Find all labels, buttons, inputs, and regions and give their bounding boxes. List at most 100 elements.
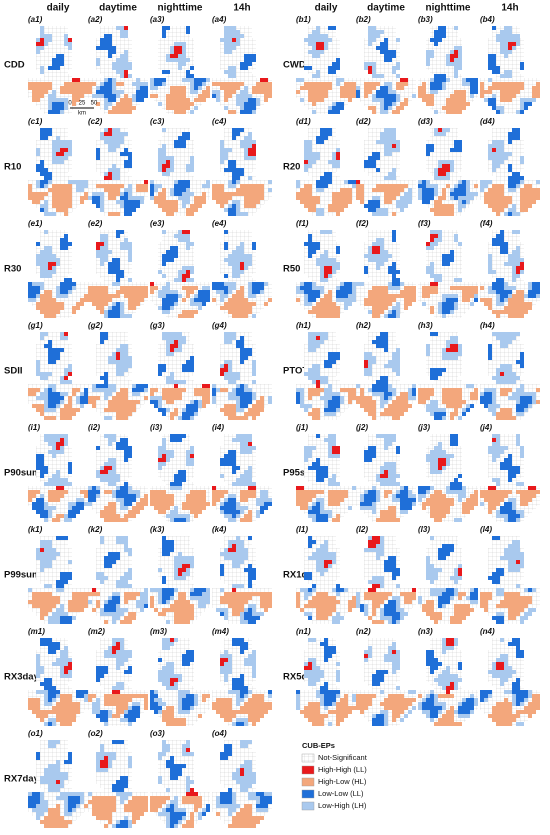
map-cell	[48, 478, 52, 482]
map-cell	[170, 98, 174, 102]
map-cell	[182, 204, 186, 208]
map-cell	[332, 258, 336, 262]
map-cell	[312, 246, 316, 250]
map-cell	[116, 128, 120, 132]
map-cell	[182, 278, 186, 282]
map-cell	[124, 192, 128, 196]
map-row	[488, 360, 524, 364]
map-cell	[376, 294, 380, 298]
map-cell	[80, 490, 84, 494]
map-cell	[434, 282, 438, 286]
map-cell	[104, 78, 108, 82]
map-row	[356, 78, 416, 82]
map-cell	[380, 242, 384, 246]
map-cell	[500, 412, 504, 416]
map-cell	[224, 200, 228, 204]
map-cell	[128, 246, 132, 250]
map-cell	[454, 188, 458, 192]
map-cell	[124, 70, 128, 74]
map-row	[364, 156, 400, 160]
map-cell	[32, 290, 36, 294]
map-cell	[88, 396, 92, 400]
map-cell	[44, 502, 48, 506]
map-cell	[170, 204, 174, 208]
map-row	[40, 136, 68, 140]
map-cell	[216, 184, 220, 188]
map-cell	[268, 188, 272, 192]
map-cell	[384, 132, 388, 136]
map-cell	[500, 238, 504, 242]
map-cell	[64, 156, 68, 160]
map-cell	[112, 360, 116, 364]
map-cell	[372, 34, 376, 38]
map-row	[100, 34, 128, 38]
map-cell	[120, 90, 124, 94]
map-row	[480, 78, 540, 82]
map-cell	[244, 152, 248, 156]
map-cell	[116, 412, 120, 416]
map-cell	[348, 400, 352, 404]
map-cell	[430, 94, 434, 98]
map-cell	[372, 212, 376, 216]
map-cell	[308, 208, 312, 212]
map-cell	[392, 110, 396, 114]
map-cell	[44, 404, 48, 408]
map-cell	[504, 70, 508, 74]
map-row	[220, 54, 256, 58]
map-cell	[388, 144, 392, 148]
map-cell	[64, 336, 68, 340]
map-cell	[344, 86, 348, 90]
map-cell	[128, 356, 132, 360]
map-cell	[198, 82, 202, 86]
map-cell	[264, 302, 268, 306]
map-cell	[532, 396, 536, 400]
map-cell	[372, 164, 376, 168]
map-cell	[128, 490, 132, 494]
map-cell	[328, 290, 332, 294]
map-cell	[190, 82, 194, 86]
map-row	[104, 380, 132, 384]
map-cell	[500, 30, 504, 34]
map-cell	[186, 212, 190, 216]
map-cell	[84, 392, 88, 396]
map-cell	[190, 360, 194, 364]
map-row	[212, 86, 272, 90]
map-cell	[384, 298, 388, 302]
map-cell	[178, 234, 182, 238]
map-cell	[56, 184, 60, 188]
map-cell	[174, 246, 178, 250]
map-cell	[236, 416, 240, 420]
map-cell	[104, 106, 108, 110]
map-cell	[60, 294, 64, 298]
map-cell	[340, 294, 344, 298]
map-cell	[336, 286, 340, 290]
map-cell	[364, 90, 368, 94]
map-cell	[60, 412, 64, 416]
map-cell	[170, 168, 174, 172]
map-cell	[492, 392, 496, 396]
map-cell	[36, 490, 40, 494]
map-cell	[158, 490, 162, 494]
map-cell	[100, 332, 104, 336]
map-cell	[308, 286, 312, 290]
map-cell	[116, 274, 120, 278]
map-cell	[132, 204, 136, 208]
map-cell	[418, 94, 422, 98]
map-cell	[232, 298, 236, 302]
panel-label: (c3)	[150, 117, 165, 126]
map-cell	[150, 282, 154, 286]
map-row	[28, 388, 88, 392]
map-cell	[500, 234, 504, 238]
map-cell	[426, 148, 430, 152]
map-cell	[44, 212, 48, 216]
map-cell	[380, 376, 384, 380]
map-cell	[174, 188, 178, 192]
map-cell	[124, 356, 128, 360]
map-cell	[144, 94, 148, 98]
map-cell	[264, 86, 268, 90]
map-cell	[170, 344, 174, 348]
panel-label: (b2)	[356, 15, 371, 24]
map-cell	[392, 274, 396, 278]
map-cell	[344, 282, 348, 286]
map-cell	[60, 446, 64, 450]
